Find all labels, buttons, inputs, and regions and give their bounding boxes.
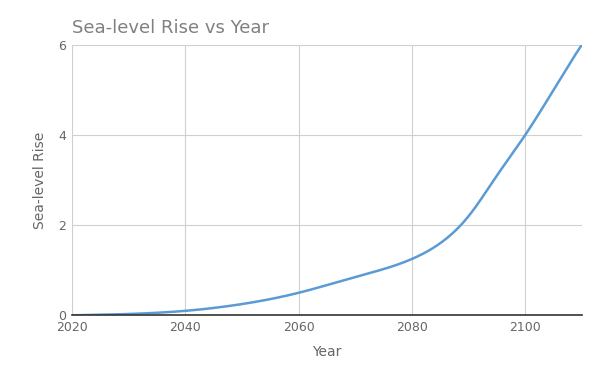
Y-axis label: Sea-level Rise: Sea-level Rise (34, 131, 47, 229)
Text: Sea-level Rise vs Year: Sea-level Rise vs Year (72, 19, 269, 37)
X-axis label: Year: Year (313, 345, 341, 359)
